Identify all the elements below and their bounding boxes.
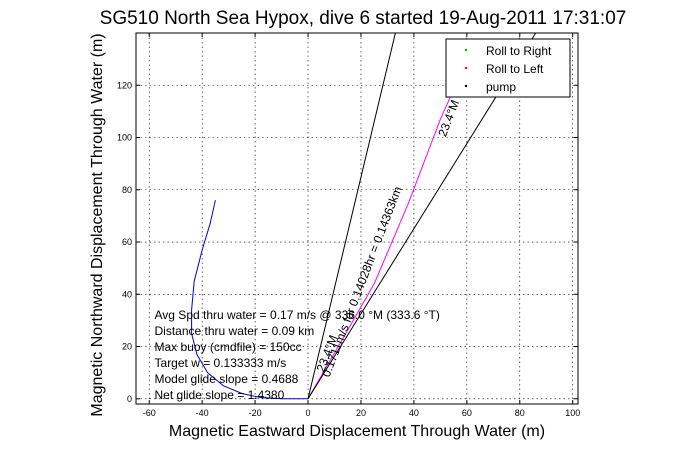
stats-line: Distance thru water = 0.09 km: [155, 324, 315, 338]
y-tick-label: 20: [122, 342, 132, 352]
legend-marker: [464, 84, 468, 88]
x-tick-label: 20: [356, 408, 366, 418]
x-tick-label: 0: [306, 408, 311, 418]
legend-marker: [464, 66, 468, 70]
legend-label: pump: [486, 80, 516, 94]
x-tick-label: -40: [196, 408, 209, 418]
x-tick-label: 100: [565, 408, 580, 418]
legend-items: Roll to Right Roll to Left pump: [464, 44, 552, 94]
stats-line: Target w = 0.133333 m/s: [155, 356, 287, 370]
x-tick-label: 40: [409, 408, 419, 418]
stats-line: Model glide slope = 0.4688: [155, 372, 299, 386]
y-tick-label: 60: [122, 237, 132, 247]
y-tick-label: 40: [122, 289, 132, 299]
axes-frame: [135, 32, 579, 405]
y-tick-label: 80: [122, 185, 132, 195]
series-line-0: [191, 200, 308, 400]
series-line-2: [307, 33, 396, 399]
grid: [136, 33, 578, 404]
stats-annotations: Avg Spd thru water = 0.17 m/s @ 336.0 °M…: [155, 308, 440, 402]
x-tick-label: 60: [462, 408, 472, 418]
y-tick-label: 100: [117, 133, 132, 143]
axis-ticks: -60 -40 -20 0 20 40 60 80 100 0 20 40 60 80 100 120: [117, 33, 580, 418]
y-axis-label: Magnetic Northward Displacement Through …: [89, 33, 106, 416]
legend-marker: [464, 48, 468, 52]
legend-label: Roll to Left: [486, 62, 544, 76]
y-tick-label: 120: [117, 80, 132, 90]
x-tick-label: -60: [143, 408, 156, 418]
legend-label: Roll to Right: [486, 44, 552, 58]
x-tick-label: -20: [249, 408, 262, 418]
chart-title: SG510 North Sea Hypox, dive 6 started 19…: [100, 8, 627, 29]
legend: Roll to Right Roll to Left pump: [445, 38, 571, 98]
x-axis-label: Magnetic Eastward Displacement Through W…: [169, 423, 545, 440]
x-tick-label: 80: [515, 408, 525, 418]
stats-line: Max buoy (cmdfile) = 150cc: [155, 340, 302, 354]
stats-line: Avg Spd thru water = 0.17 m/s @ 336.0 °M…: [155, 308, 440, 322]
stats-line: Net glide slope = 1.4380: [155, 388, 285, 402]
y-tick-label: 0: [127, 394, 132, 404]
series-line-1: [307, 71, 462, 400]
